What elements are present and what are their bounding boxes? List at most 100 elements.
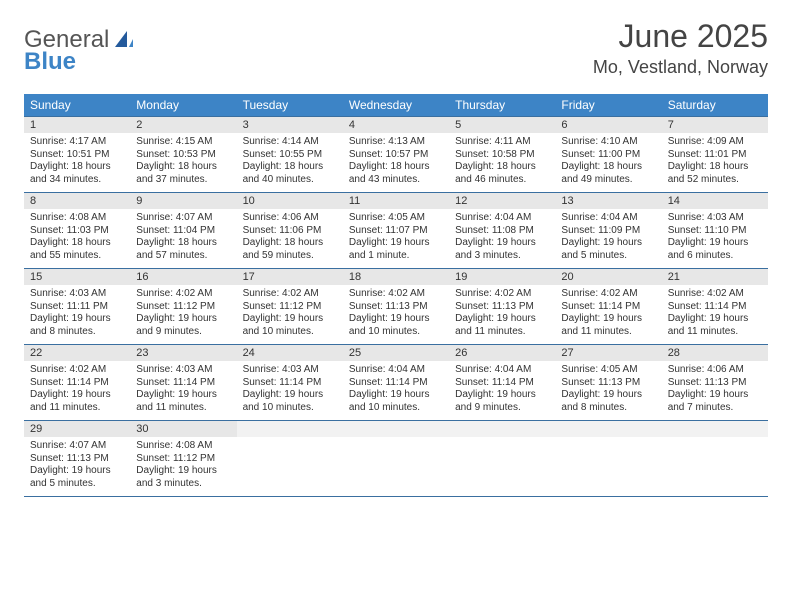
calendar-row: 22Sunrise: 4:02 AMSunset: 11:14 PMDaylig…: [24, 345, 768, 421]
day-day2: and 1 minute.: [349, 250, 443, 263]
day-number: 6: [555, 117, 661, 133]
day-day1: Daylight: 19 hours: [561, 389, 655, 402]
day-sunrise: Sunrise: 4:04 AM: [349, 364, 443, 377]
day-day1: Daylight: 18 hours: [136, 161, 230, 174]
day-content: Sunrise: 4:05 AMSunset: 11:13 PMDaylight…: [555, 361, 661, 420]
day-day1: Daylight: 18 hours: [30, 161, 124, 174]
calendar-cell: 23Sunrise: 4:03 AMSunset: 11:14 PMDaylig…: [130, 345, 236, 421]
calendar-cell: [449, 421, 555, 497]
calendar-cell: 24Sunrise: 4:03 AMSunset: 11:14 PMDaylig…: [237, 345, 343, 421]
calendar-cell: 19Sunrise: 4:02 AMSunset: 11:13 PMDaylig…: [449, 269, 555, 345]
day-day1: Daylight: 19 hours: [30, 389, 124, 402]
day-day2: and 9 minutes.: [455, 402, 549, 415]
day-content: Sunrise: 4:06 AMSunset: 11:13 PMDaylight…: [662, 361, 768, 420]
day-number: 24: [237, 345, 343, 361]
day-sunset: Sunset: 11:12 PM: [243, 301, 337, 314]
day-day2: and 40 minutes.: [243, 174, 337, 187]
calendar-row: 1Sunrise: 4:17 AMSunset: 10:51 PMDayligh…: [24, 117, 768, 193]
day-sunset: Sunset: 11:14 PM: [243, 377, 337, 390]
calendar-table: Sunday Monday Tuesday Wednesday Thursday…: [24, 94, 768, 497]
day-day1: Daylight: 19 hours: [243, 389, 337, 402]
day-day1: Daylight: 18 hours: [455, 161, 549, 174]
day-day1: Daylight: 19 hours: [668, 237, 762, 250]
day-number: 2: [130, 117, 236, 133]
day-sunset: Sunset: 11:14 PM: [561, 301, 655, 314]
day-content: Sunrise: 4:02 AMSunset: 11:14 PMDaylight…: [24, 361, 130, 420]
day-sunrise: Sunrise: 4:09 AM: [668, 136, 762, 149]
calendar-cell: 18Sunrise: 4:02 AMSunset: 11:13 PMDaylig…: [343, 269, 449, 345]
day-content: Sunrise: 4:08 AMSunset: 11:12 PMDaylight…: [130, 437, 236, 496]
day-content: Sunrise: 4:02 AMSunset: 11:13 PMDaylight…: [343, 285, 449, 344]
day-sunset: Sunset: 11:13 PM: [455, 301, 549, 314]
day-sunrise: Sunrise: 4:04 AM: [455, 212, 549, 225]
day-day1: Daylight: 18 hours: [243, 161, 337, 174]
calendar-cell: 14Sunrise: 4:03 AMSunset: 11:10 PMDaylig…: [662, 193, 768, 269]
calendar-row: 29Sunrise: 4:07 AMSunset: 11:13 PMDaylig…: [24, 421, 768, 497]
day-content: Sunrise: 4:14 AMSunset: 10:55 PMDaylight…: [237, 133, 343, 192]
day-day1: Daylight: 19 hours: [349, 237, 443, 250]
day-number: 22: [24, 345, 130, 361]
day-day2: and 59 minutes.: [243, 250, 337, 263]
day-content: Sunrise: 4:08 AMSunset: 11:03 PMDaylight…: [24, 209, 130, 268]
day-day1: Daylight: 19 hours: [668, 389, 762, 402]
day-sunset: Sunset: 11:07 PM: [349, 225, 443, 238]
day-sunset: Sunset: 11:14 PM: [668, 301, 762, 314]
weekday-header: Wednesday: [343, 94, 449, 117]
calendar-cell: 15Sunrise: 4:03 AMSunset: 11:11 PMDaylig…: [24, 269, 130, 345]
day-content: Sunrise: 4:04 AMSunset: 11:14 PMDaylight…: [343, 361, 449, 420]
day-sunrise: Sunrise: 4:07 AM: [30, 440, 124, 453]
day-content: Sunrise: 4:04 AMSunset: 11:14 PMDaylight…: [449, 361, 555, 420]
calendar-cell: 1Sunrise: 4:17 AMSunset: 10:51 PMDayligh…: [24, 117, 130, 193]
day-number: 17: [237, 269, 343, 285]
day-day2: and 10 minutes.: [349, 326, 443, 339]
day-number: 1: [24, 117, 130, 133]
day-sunset: Sunset: 11:06 PM: [243, 225, 337, 238]
day-content: Sunrise: 4:02 AMSunset: 11:13 PMDaylight…: [449, 285, 555, 344]
day-sunrise: Sunrise: 4:02 AM: [561, 288, 655, 301]
day-day1: Daylight: 19 hours: [349, 389, 443, 402]
day-number: 25: [343, 345, 449, 361]
day-number: 10: [237, 193, 343, 209]
day-day1: Daylight: 18 hours: [30, 237, 124, 250]
day-content: Sunrise: 4:09 AMSunset: 11:01 PMDaylight…: [662, 133, 768, 192]
day-content: Sunrise: 4:02 AMSunset: 11:14 PMDaylight…: [662, 285, 768, 344]
day-content: Sunrise: 4:17 AMSunset: 10:51 PMDaylight…: [24, 133, 130, 192]
weekday-header-row: Sunday Monday Tuesday Wednesday Thursday…: [24, 94, 768, 117]
day-sunset: Sunset: 11:08 PM: [455, 225, 549, 238]
day-content: Sunrise: 4:13 AMSunset: 10:57 PMDaylight…: [343, 133, 449, 192]
calendar-cell: 22Sunrise: 4:02 AMSunset: 11:14 PMDaylig…: [24, 345, 130, 421]
day-sunrise: Sunrise: 4:06 AM: [668, 364, 762, 377]
day-sunset: Sunset: 10:58 PM: [455, 149, 549, 162]
calendar-cell: [237, 421, 343, 497]
day-number: 15: [24, 269, 130, 285]
day-sunrise: Sunrise: 4:04 AM: [455, 364, 549, 377]
day-sunset: Sunset: 11:13 PM: [30, 453, 124, 466]
calendar-cell: 6Sunrise: 4:10 AMSunset: 11:00 PMDayligh…: [555, 117, 661, 193]
day-number: 27: [555, 345, 661, 361]
weekday-header: Tuesday: [237, 94, 343, 117]
day-sunset: Sunset: 11:00 PM: [561, 149, 655, 162]
day-day2: and 8 minutes.: [30, 326, 124, 339]
day-sunrise: Sunrise: 4:03 AM: [136, 364, 230, 377]
weekday-header: Friday: [555, 94, 661, 117]
calendar-cell: 2Sunrise: 4:15 AMSunset: 10:53 PMDayligh…: [130, 117, 236, 193]
calendar-cell: 29Sunrise: 4:07 AMSunset: 11:13 PMDaylig…: [24, 421, 130, 497]
day-day2: and 11 minutes.: [668, 326, 762, 339]
day-sunrise: Sunrise: 4:02 AM: [243, 288, 337, 301]
day-day1: Daylight: 19 hours: [455, 389, 549, 402]
day-sunset: Sunset: 11:14 PM: [30, 377, 124, 390]
day-day2: and 3 minutes.: [455, 250, 549, 263]
day-day1: Daylight: 19 hours: [455, 237, 549, 250]
day-sunrise: Sunrise: 4:17 AM: [30, 136, 124, 149]
day-sunset: Sunset: 10:57 PM: [349, 149, 443, 162]
day-sunset: Sunset: 11:14 PM: [349, 377, 443, 390]
day-sunset: Sunset: 11:14 PM: [136, 377, 230, 390]
day-number: 28: [662, 345, 768, 361]
day-sunset: Sunset: 11:01 PM: [668, 149, 762, 162]
day-day2: and 43 minutes.: [349, 174, 443, 187]
day-day2: and 10 minutes.: [243, 402, 337, 415]
calendar-cell: 27Sunrise: 4:05 AMSunset: 11:13 PMDaylig…: [555, 345, 661, 421]
day-day2: and 34 minutes.: [30, 174, 124, 187]
day-sunrise: Sunrise: 4:05 AM: [349, 212, 443, 225]
day-number: 26: [449, 345, 555, 361]
